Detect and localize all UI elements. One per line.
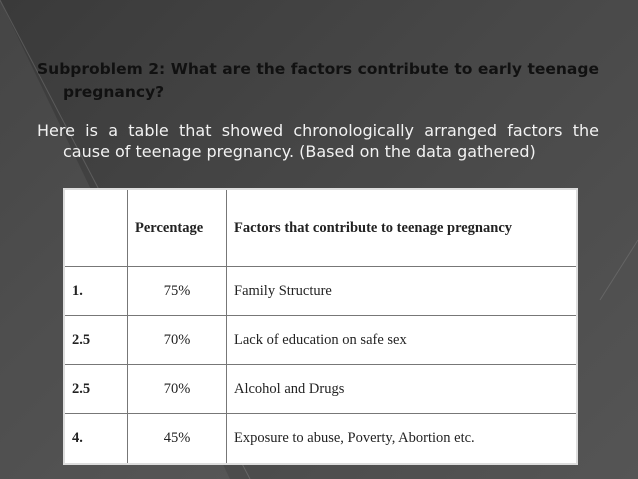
percentage-cell: 70% <box>127 364 227 415</box>
table-header-row: Percentage Factors that contribute to te… <box>63 188 578 267</box>
factor-cell: Alcohol and Drugs <box>226 364 578 415</box>
rank-cell: 4. <box>63 413 128 465</box>
slide-body-text: Here is a table that showed chronologica… <box>37 121 599 161</box>
percentage-cell: 75% <box>127 265 227 317</box>
rank-cell: 2.5 <box>63 364 128 415</box>
factor-cell: Exposure to abuse, Poverty, Abortion etc… <box>226 413 578 465</box>
percentage-cell: 45% <box>127 413 227 465</box>
percentage-cell: 70% <box>127 315 227 366</box>
rank-cell: 2.5 <box>63 315 128 366</box>
rank-cell: 1. <box>63 265 128 317</box>
factors-table: Percentage Factors that contribute to te… <box>63 188 578 465</box>
table-row: 1. 75% Family Structure <box>63 265 578 317</box>
header-percentage: Percentage <box>127 188 227 267</box>
slide-title: Subproblem 2: What are the factors contr… <box>37 60 599 101</box>
table-row: 2.5 70% Alcohol and Drugs <box>63 364 578 415</box>
table-row: 2.5 70% Lack of education on safe sex <box>63 315 578 366</box>
header-rank <box>63 188 128 267</box>
header-factors: Factors that contribute to teenage pregn… <box>226 188 578 267</box>
table-row: 4. 45% Exposure to abuse, Poverty, Abort… <box>63 413 578 465</box>
factor-cell: Family Structure <box>226 265 578 317</box>
factor-cell: Lack of education on safe sex <box>226 315 578 366</box>
